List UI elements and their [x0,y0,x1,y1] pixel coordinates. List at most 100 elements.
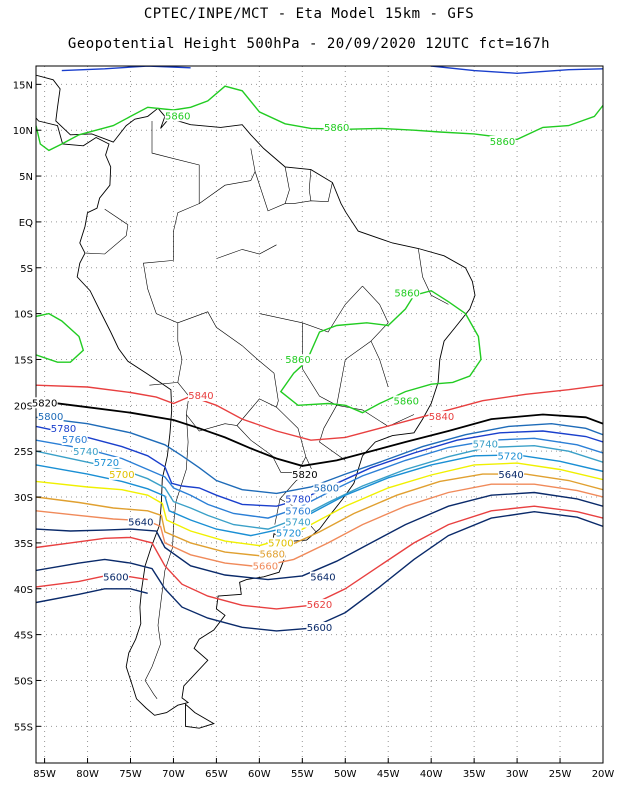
lon-tick-label: 25W [549,769,572,780]
lat-tick-label: 35S [14,539,33,550]
contour-label: 5740 [285,518,310,529]
isoline [36,85,603,152]
lat-tick-label: 50S [14,676,33,687]
contour-label-bg [306,599,333,611]
contour-label-bg [497,450,524,462]
title-line-2: Geopotential Height 500hPa - 20/09/2020 … [67,36,551,52]
border-line [199,148,256,204]
axis-ticks: 15N 10N 5N EQ 5S 10S 15S 20S 25S 30S 35S 40S 45S 50S 5… [13,80,615,780]
contour-label-bg [306,622,333,634]
contour-label-bg [394,287,421,299]
contour-label-bg [72,445,99,457]
isoline [36,505,603,610]
border-line [302,322,337,406]
contour-label-bg [472,438,499,450]
contour-label: 5720 [94,458,119,469]
lat-tick-label: 30S [14,493,33,504]
lat-tick-label: 20S [14,401,33,412]
lon-tick-label: 30W [506,769,529,780]
border-line [418,248,449,305]
contour-label-bg [498,468,525,480]
contour-label-bg [428,411,455,423]
border-line [85,224,129,255]
contour-label: 5800 [38,412,63,423]
contour-label: 5740 [473,440,498,451]
border-line [144,414,189,699]
lon-tick-label: 40W [420,769,443,780]
lat-tick-label: 5N [19,172,33,183]
isoline [279,289,482,414]
isoline [36,399,603,467]
lat-tick-label: EQ [19,218,33,229]
contour-label: 5840 [429,412,454,423]
contour-label-bg [259,548,286,560]
isolines [36,66,603,632]
contour-label: 5720 [497,452,522,463]
contour-label: 5820 [32,398,57,409]
lon-tick-label: 45W [377,769,400,780]
coastline-island [185,703,215,729]
contour-label: 5820 [292,470,317,481]
contour-label: 5600 [103,573,128,584]
lat-tick-label: 15N [13,80,33,91]
isoline [36,588,148,604]
border-line [362,285,389,388]
title-line-1: CPTEC/INPE/MCT - Eta Model 15km - GFS [143,6,475,22]
lon-tick-label: 80W [76,769,99,780]
contour-labels: 5860 5860 5860 5860 5860 5860 5840 5840 5820 5820… [31,110,525,634]
border-line [254,171,333,212]
contour-label: 5640 [128,518,153,529]
contour-label-bg [285,505,312,517]
contour-label-bg [37,411,64,423]
contour-label: 5780 [285,495,310,506]
isoline [36,454,603,537]
lat-tick-label: 10N [13,126,33,137]
contour-label: 5860 [324,123,349,134]
isoline [36,312,85,363]
border-line [177,382,277,432]
border-line [319,405,346,461]
contour-label-bg [309,571,336,583]
contour-label: 5860 [285,355,310,366]
lon-tick-label: 65W [205,769,228,780]
contour-label: 5780 [51,424,76,435]
contour-label: 5740 [73,447,98,458]
grid-lines [36,66,604,763]
contour-label-bg [285,354,312,366]
lon-tick-label: 35W [463,769,486,780]
contour-label: 5860 [490,137,515,148]
map-frame [35,65,604,764]
contour-label-bg [61,434,88,446]
border-line [143,121,200,386]
border-line [274,498,281,525]
contour-label-bg [393,395,420,407]
lat-tick-label: 10S [14,310,33,321]
isoline [36,384,603,441]
contour-label-bg [127,516,154,528]
border-line [216,244,277,259]
lon-tick-label: 70W [162,769,185,780]
border-line [336,340,415,427]
isoline [36,510,603,632]
contour-label-bg [285,493,312,505]
contour-label: 5840 [188,391,213,402]
contour-label: 5860 [394,288,419,299]
lon-tick-label: 75W [119,769,142,780]
contour-label-bg [275,527,302,539]
contour-label-bg [252,560,279,572]
border-line [308,169,312,201]
contour-label-bg [31,397,58,409]
contour-label: 5720 [276,529,301,540]
contour-label: 5640 [310,573,335,584]
contour-label: 5760 [285,507,310,518]
border-line [284,166,290,204]
contour-label: 5760 [62,435,87,446]
contour-label: 5600 [307,623,332,634]
contour-label-bg [267,537,294,549]
lat-tick-label: 15S [14,355,33,366]
contour-label-bg [50,423,77,435]
border-line [104,208,129,225]
isoline [61,66,191,72]
lon-tick-label: 85W [33,769,56,780]
